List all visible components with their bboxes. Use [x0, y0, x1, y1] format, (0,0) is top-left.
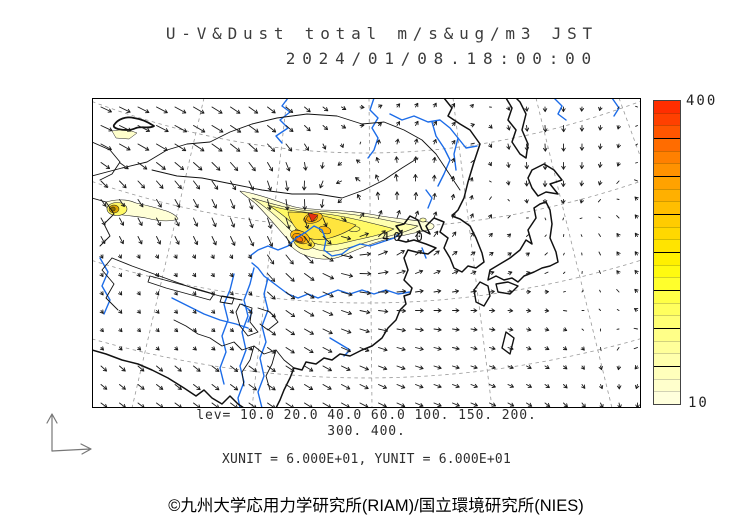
graticule-grid: [92, 98, 641, 408]
contour-value-label: 40.0: [382, 230, 427, 244]
vector-units-label: XUNIT = 6.000E+01, YUNIT = 6.000E+01: [222, 452, 511, 467]
colorbar-segment: [654, 353, 680, 367]
wind-vector-field: [99, 102, 640, 408]
chart-title: U-V&Dust total m/s&ug/m3 JST: [165, 24, 598, 43]
colorbar-segment: [654, 340, 680, 354]
x-axis-arrow: [51, 443, 92, 455]
levels-line2: 300. 400.: [327, 424, 406, 439]
colorbar-segment: [654, 264, 680, 278]
y-axis-arrow: [46, 413, 58, 452]
map-canvas: 40.0: [92, 98, 641, 408]
colorbar-segment: [654, 302, 680, 316]
colorbar-segment: [654, 315, 680, 329]
colorbar-segment: [654, 150, 680, 164]
chart-datetime: 2024/01/08.18:00:00: [285, 48, 598, 68]
colorbar-segment: [654, 112, 680, 126]
colorbar-segment: [654, 163, 680, 177]
chart-title-block: U-V&Dust total m/s&ug/m3 JST 2024/01/08.…: [0, 22, 598, 72]
colorbar-segment: [654, 366, 680, 379]
colorbar-segment: [654, 328, 680, 341]
colorbar-segment: [654, 290, 680, 303]
colorbar: [653, 100, 681, 405]
colorbar-segment: [654, 188, 680, 202]
axis-direction-indicator: [46, 413, 92, 455]
colorbar-max-label: 400: [686, 93, 718, 109]
colorbar-segment: [654, 252, 680, 265]
contour-levels-block: lev= 10.0 20.0 40.0 60.0 100. 150. 200. …: [92, 408, 641, 439]
colorbar-segment: [654, 391, 680, 405]
colorbar-segment: [654, 176, 680, 189]
levels-line1: lev= 10.0 20.0 40.0 60.0 100. 150. 200.: [196, 408, 537, 423]
colorbar-segment: [654, 201, 680, 215]
coastlines: [92, 98, 563, 408]
colorbar-segment: [654, 138, 680, 151]
colorbar-min-label: 10: [688, 395, 709, 411]
colorbar-segment: [654, 277, 680, 291]
colorbar-segment: [654, 378, 680, 392]
map-frame: [92, 98, 641, 408]
colorbar-segment: [654, 239, 680, 253]
wind-arrows-path: [99, 102, 640, 408]
colorbar-segment: [654, 125, 680, 139]
colorbar-segment: [654, 214, 680, 227]
rivers: [99, 98, 620, 408]
colorbar-segment: [654, 226, 680, 240]
colorbar-segment: [654, 101, 680, 113]
copyright-credit: ©九州大学応用力学研究所(RIAM)/国立環境研究所(NIES): [168, 497, 584, 515]
